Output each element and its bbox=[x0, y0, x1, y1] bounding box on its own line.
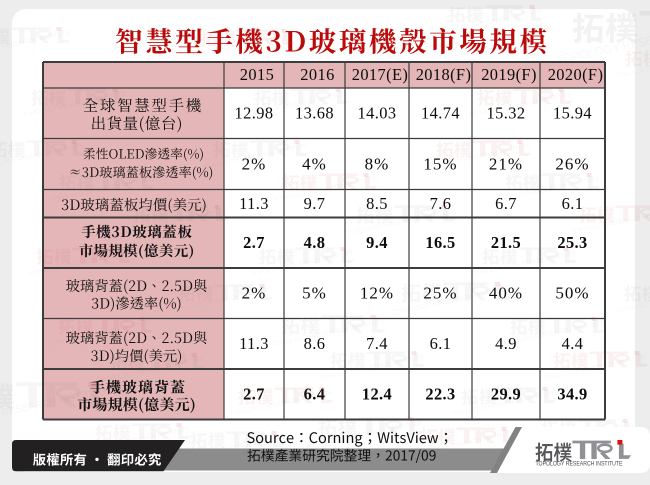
svg-text:9.7: 9.7 bbox=[304, 194, 326, 213]
svg-text:34.9: 34.9 bbox=[557, 385, 587, 404]
svg-text:8%: 8% bbox=[365, 154, 390, 173]
svg-text:11.3: 11.3 bbox=[239, 194, 269, 213]
svg-text:5%: 5% bbox=[302, 284, 327, 303]
svg-text:16.5: 16.5 bbox=[425, 233, 455, 252]
svg-text:6.1: 6.1 bbox=[562, 194, 584, 213]
svg-text:2016: 2016 bbox=[300, 65, 334, 84]
svg-text:4%: 4% bbox=[302, 154, 327, 173]
svg-text:12%: 12% bbox=[360, 284, 394, 303]
svg-text:4.8: 4.8 bbox=[304, 233, 326, 252]
svg-text:2019(F): 2019(F) bbox=[481, 65, 537, 84]
svg-text:2018(F): 2018(F) bbox=[416, 65, 472, 84]
svg-text:2015: 2015 bbox=[240, 65, 274, 84]
svg-text:22.3: 22.3 bbox=[425, 385, 455, 404]
svg-text:11.3: 11.3 bbox=[239, 334, 269, 353]
svg-text:2017(E): 2017(E) bbox=[352, 65, 409, 84]
svg-text:6.1: 6.1 bbox=[430, 334, 452, 353]
svg-text:50%: 50% bbox=[555, 284, 589, 303]
svg-text:13.68: 13.68 bbox=[295, 104, 334, 123]
svg-text:TOPOLOGY RESEARCH INSTITUTE: TOPOLOGY RESEARCH INSTITUTE bbox=[536, 461, 623, 468]
svg-text:21%: 21% bbox=[489, 154, 523, 173]
svg-text:14.03: 14.03 bbox=[358, 104, 397, 123]
svg-text:4.4: 4.4 bbox=[562, 334, 584, 353]
svg-text:2.7: 2.7 bbox=[243, 233, 265, 252]
svg-text:2020(F): 2020(F) bbox=[548, 65, 604, 84]
svg-text:14.74: 14.74 bbox=[421, 104, 460, 123]
svg-text:15.94: 15.94 bbox=[553, 104, 592, 123]
svg-text:12.4: 12.4 bbox=[362, 385, 392, 404]
svg-text:9.4: 9.4 bbox=[366, 233, 388, 252]
svg-text:7.4: 7.4 bbox=[366, 334, 388, 353]
svg-text:26%: 26% bbox=[555, 154, 589, 173]
svg-text:21.5: 21.5 bbox=[491, 233, 521, 252]
